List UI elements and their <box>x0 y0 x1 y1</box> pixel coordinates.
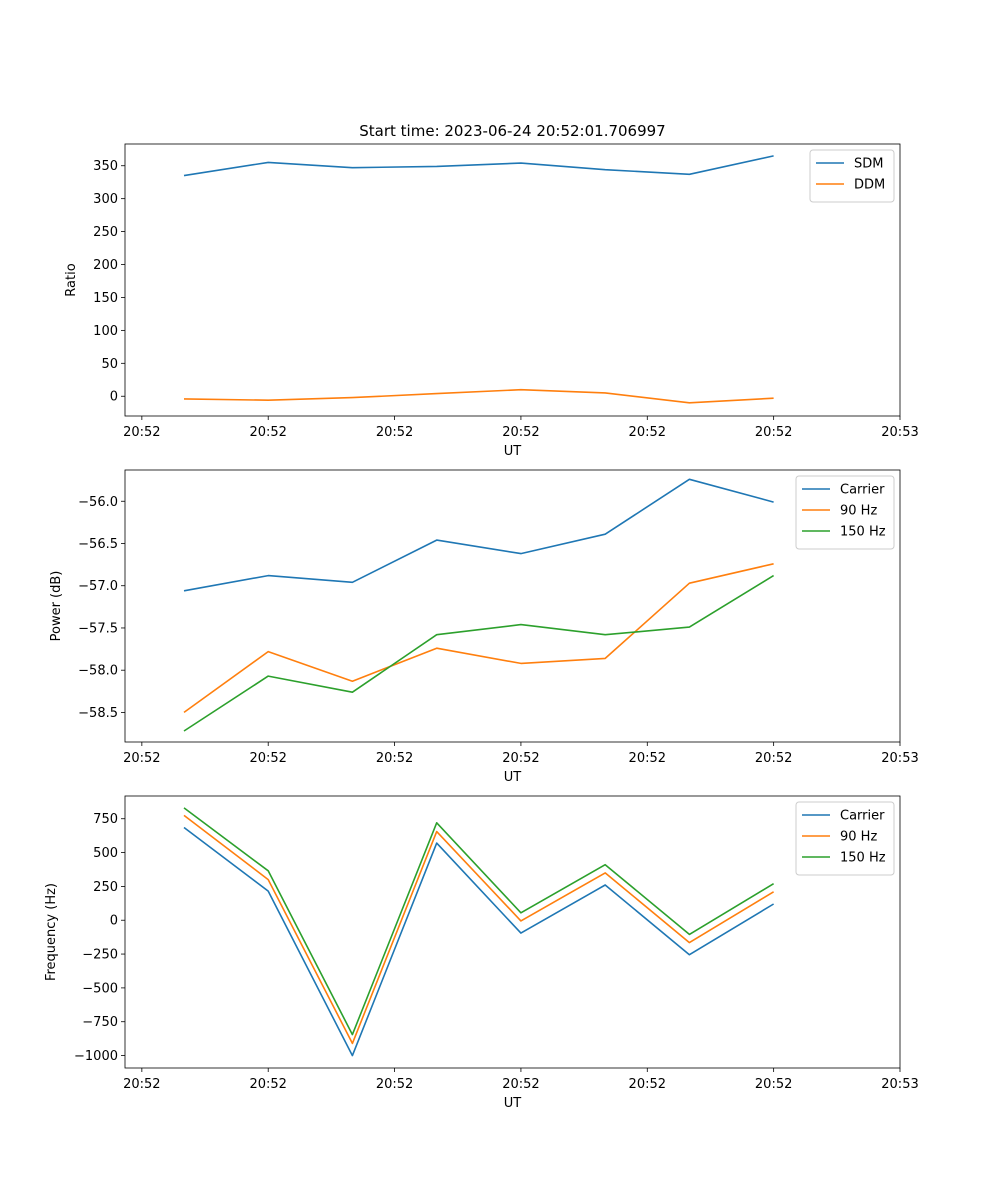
x-tick-label: 20:52 <box>755 425 792 440</box>
y-tick-label: 0 <box>110 390 118 405</box>
legend-label: 150 Hz <box>840 525 886 540</box>
plots: 20:52 20:52 20:52 20:52 20:52 20:52 20:53 0 50 10… <box>44 143 919 1111</box>
y-tick-label: 100 <box>93 324 118 339</box>
y-tick-label: 750 <box>93 812 118 827</box>
y-tick-label: 50 <box>101 357 118 372</box>
y-tick-label: 300 <box>93 192 118 207</box>
legend: SDM DDM <box>809 149 895 203</box>
legend-label: DDM <box>854 178 885 193</box>
y-tick-label: −500 <box>82 981 118 996</box>
x-tick-label: 20:52 <box>249 751 286 766</box>
y-tick-label: −56.0 <box>78 495 118 510</box>
x-tick-label: 20:52 <box>249 425 286 440</box>
y-tick-label: −1000 <box>74 1049 118 1064</box>
axes-frame <box>124 469 901 743</box>
x-tick-label: 20:52 <box>502 751 539 766</box>
axes-frame <box>124 143 901 417</box>
legend-label: Carrier <box>840 483 885 498</box>
x-tick-label: 20:52 <box>755 1077 792 1092</box>
series-line-ddm <box>183 388 774 404</box>
y-tick-label: 250 <box>93 880 118 895</box>
series-line-carrier <box>183 826 775 1057</box>
series-line-sdm <box>183 155 774 177</box>
y-tick-label: 150 <box>93 291 118 306</box>
y-tick-label: 500 <box>93 846 118 861</box>
x-tick-label: 20:53 <box>881 751 918 766</box>
series-line-150-hz <box>183 574 775 732</box>
legend-label: 150 Hz <box>840 851 886 866</box>
x-tick-label: 20:52 <box>755 751 792 766</box>
series-line-carrier <box>183 478 774 592</box>
legend: Carrier 90 Hz 150 Hz <box>795 801 895 876</box>
x-axis-label: UT <box>504 770 522 785</box>
subplot-2: 20:52 20:52 20:52 20:52 20:52 20:52 20:53 −58.5… <box>49 469 919 785</box>
y-tick-label: −56.5 <box>78 537 118 552</box>
x-tick-label: 20:52 <box>502 1077 539 1092</box>
x-tick-label: 20:53 <box>881 1077 918 1092</box>
y-tick-label: 200 <box>93 258 118 273</box>
legend-label: Carrier <box>840 809 885 824</box>
legend-label: 90 Hz <box>840 830 877 845</box>
series-line-90-hz <box>183 814 775 1045</box>
figure-title: Start time: 2023-06-24 20:52:01.706997 <box>359 122 665 140</box>
y-axis-label: Ratio <box>64 263 79 296</box>
x-tick-label: 20:52 <box>629 1077 666 1092</box>
series-line-90-hz <box>183 563 774 714</box>
x-tick-label: 20:52 <box>629 751 666 766</box>
y-tick-label: −250 <box>82 948 118 963</box>
y-tick-label: 0 <box>110 914 118 929</box>
y-tick-label: −58.0 <box>78 664 118 679</box>
y-axis-label: Power (dB) <box>49 571 64 642</box>
y-tick-label: −58.5 <box>78 706 118 721</box>
subplot-3: 20:52 20:52 20:52 20:52 20:52 20:52 20:53 −1000… <box>44 795 919 1111</box>
x-tick-label: 20:53 <box>881 425 918 440</box>
x-axis-label: UT <box>504 1096 522 1111</box>
y-axis-label: Frequency (Hz) <box>44 883 59 981</box>
series-line-150-hz <box>183 807 775 1036</box>
legend-label: 90 Hz <box>840 504 877 519</box>
legend-label: SDM <box>854 157 883 172</box>
x-tick-label: 20:52 <box>123 1077 160 1092</box>
x-tick-label: 20:52 <box>376 425 413 440</box>
x-tick-label: 20:52 <box>123 425 160 440</box>
x-tick-label: 20:52 <box>123 751 160 766</box>
y-tick-label: 350 <box>93 159 118 174</box>
x-tick-label: 20:52 <box>376 1077 413 1092</box>
axes-frame <box>124 795 901 1069</box>
x-tick-label: 20:52 <box>502 425 539 440</box>
subplot-1: 20:52 20:52 20:52 20:52 20:52 20:52 20:53 0 50 10… <box>64 143 919 459</box>
x-tick-label: 20:52 <box>376 751 413 766</box>
y-tick-label: −57.5 <box>78 621 118 636</box>
legend: Carrier 90 Hz 150 Hz <box>795 475 895 550</box>
y-tick-label: −750 <box>82 1015 118 1030</box>
x-axis-label: UT <box>504 444 522 459</box>
y-tick-label: 250 <box>93 225 118 240</box>
x-tick-label: 20:52 <box>629 425 666 440</box>
y-tick-label: −57.0 <box>78 579 118 594</box>
x-tick-label: 20:52 <box>249 1077 286 1092</box>
